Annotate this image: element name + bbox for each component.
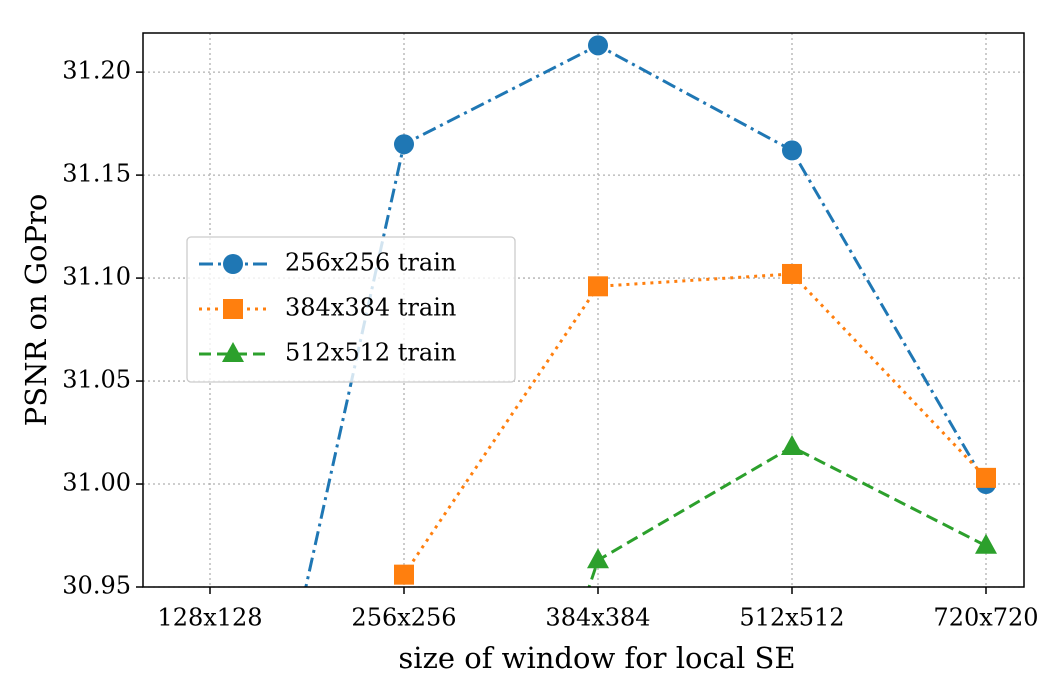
- x-tick-label: 384x384: [545, 604, 650, 632]
- y-tick-label: 31.15: [62, 160, 131, 188]
- marker: [223, 254, 243, 274]
- y-tick-label: 30.95: [62, 572, 131, 600]
- y-axis-label: PSNR on GoPro: [19, 194, 53, 427]
- marker: [782, 263, 802, 284]
- x-tick-label: 128x128: [157, 604, 262, 632]
- x-tick-label: 512x512: [739, 604, 844, 632]
- marker: [394, 564, 414, 585]
- series-line: [402, 272, 988, 576]
- plot-frame: [142, 32, 1025, 588]
- legend-label: 384x384 train: [285, 294, 456, 322]
- marker: [223, 299, 243, 319]
- marker: [781, 434, 803, 455]
- y-tick-label: 31.05: [62, 366, 131, 394]
- marker: [975, 533, 997, 554]
- marker: [588, 35, 608, 56]
- y-tick-label: 31.00: [62, 469, 131, 497]
- marker: [587, 548, 609, 569]
- plot-area: [304, 35, 997, 587]
- marker: [976, 467, 996, 488]
- y-tick-label: 31.20: [62, 57, 131, 85]
- y-tick-label: 31.10: [62, 263, 131, 291]
- marker: [782, 140, 802, 161]
- marker: [394, 134, 414, 155]
- x-tick-label: 256x256: [351, 604, 456, 632]
- x-tick-label: 720x720: [933, 604, 1038, 632]
- x-axis-label: size of window for local SE: [398, 641, 795, 675]
- marker: [588, 276, 608, 297]
- series-line: [587, 445, 987, 587]
- legend-label: 256x256 train: [285, 249, 456, 277]
- legend-label: 512x512 train: [285, 339, 456, 367]
- legend-box: [186, 236, 516, 383]
- marker: [222, 342, 244, 362]
